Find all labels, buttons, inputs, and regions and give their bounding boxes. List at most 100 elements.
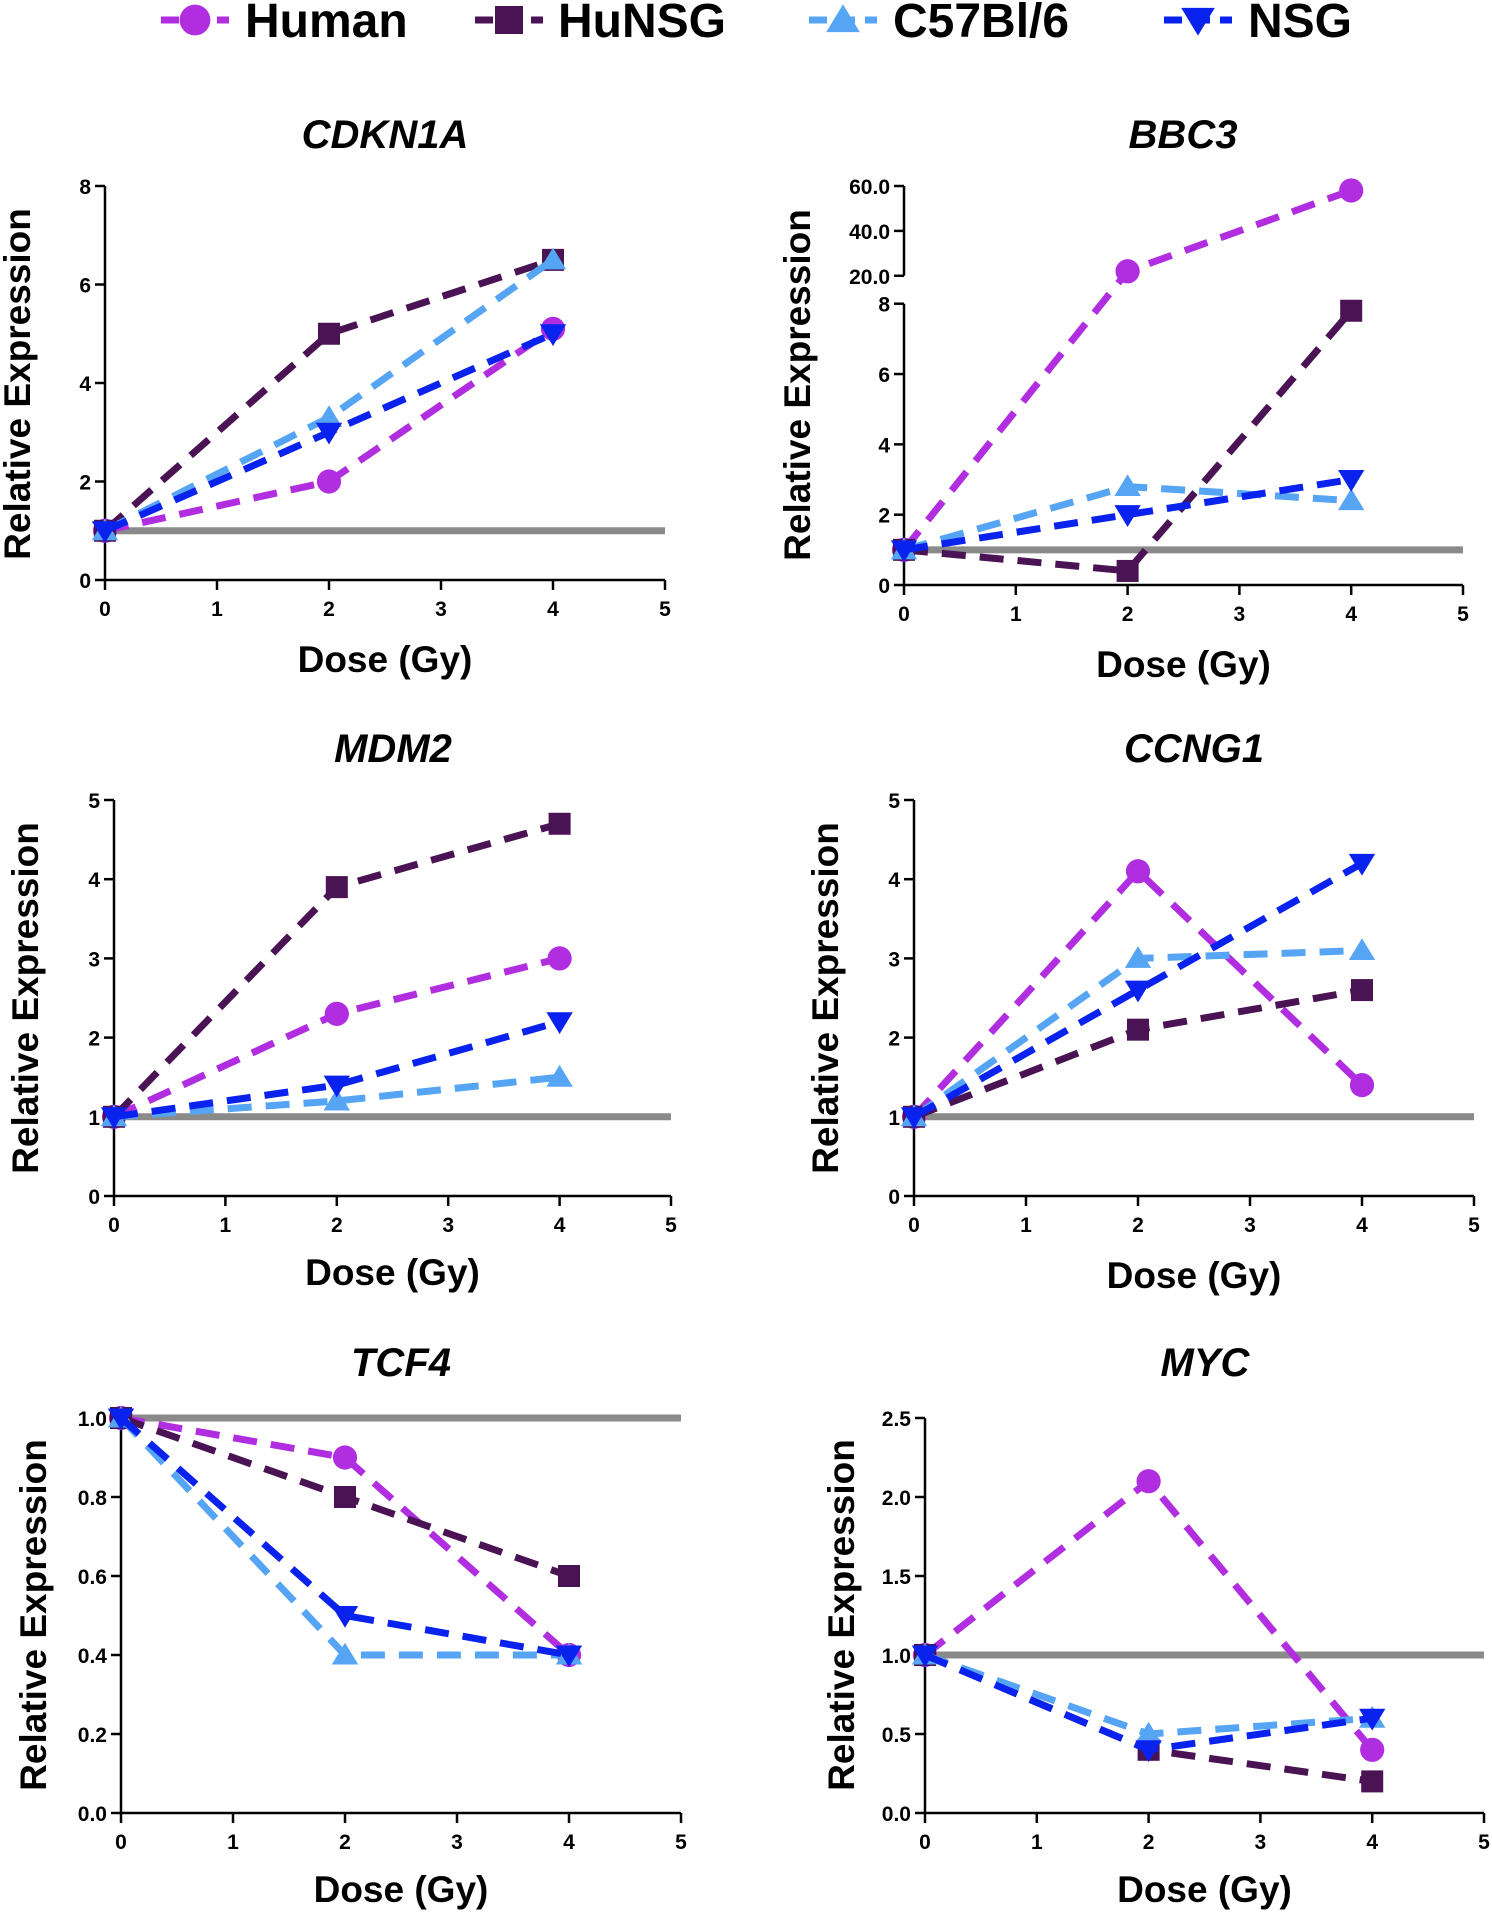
panel-ccng1-xtick-label-2: 2 <box>1132 1214 1144 1237</box>
panel-bbc3-y-label: Relative Expression <box>777 209 818 561</box>
panel-myc-ytick-label-4: 2.0 <box>882 1487 911 1510</box>
panel-bbc3-ytick-label-lower-3: 6 <box>878 364 890 387</box>
panel-ccng1-series-c57bl-6 <box>900 938 1376 1127</box>
panel-bbc3: 0 2 4 6 8 20.0 40.0 60.0 0 1 2 3 4 5 BBC3 Dose (Gy) Rela… <box>777 113 1469 685</box>
panel-tcf4-point-human-2 <box>332 1445 358 1470</box>
panel-tcf4-point-nsg-0 <box>107 1408 135 1431</box>
panel-tcf4-xtick-label-0: 0 <box>115 1831 127 1854</box>
panel-ccng1-xtick-label-1: 1 <box>1020 1214 1032 1237</box>
panel-tcf4-ytick-label-3: 0.6 <box>78 1566 107 1589</box>
panel-tcf4-title: TCF4 <box>351 1341 451 1385</box>
panel-ccng1-point-nsg-4 <box>1348 853 1376 876</box>
legend-marker-hunsg <box>495 6 523 34</box>
panel-myc-point-human-2 <box>1136 1469 1161 1494</box>
panel-ccng1-point-hunsg-2 <box>1127 1018 1149 1041</box>
panel-myc-line-hunsg <box>923 1651 1373 1785</box>
panel-myc: 0.0 0.5 1.0 1.5 2.0 2.5 0 1 2 3 4 5 MYC Dose (Gy) Rela… <box>821 1341 1490 1910</box>
panel-tcf4-series-human <box>108 1405 582 1668</box>
panel-cdkn1a-point-nsg-2 <box>315 422 343 445</box>
panel-ccng1-point-c57bl-6-2 <box>1124 946 1152 968</box>
legend-entry-human: Human <box>161 0 408 48</box>
panel-bbc3-point-human-4 <box>1339 178 1364 203</box>
panel-mdm2-ytick-label-1: 1 <box>88 1107 100 1130</box>
panel-mdm2-ytick-label-0: 0 <box>88 1186 100 1209</box>
panel-tcf4-xtick-label-3: 3 <box>451 1831 463 1854</box>
legend-marker-nsg <box>1181 7 1215 36</box>
panel-myc-xtick-label-0: 0 <box>919 1831 931 1854</box>
panel-ccng1-ytick-label-3: 3 <box>888 948 900 971</box>
panel-ccng1: 0 1 2 3 4 5 0 1 2 3 4 5 CCNG1 Dose (Gy) Relative Expre… <box>805 727 1480 1296</box>
panel-tcf4: 0.0 0.2 0.4 0.6 0.8 1.0 0 1 2 3 4 5 TCF4 Dose (Gy) Rel… <box>13 1341 687 1910</box>
panel-mdm2: 0 1 2 3 4 5 0 1 2 3 4 5 MDM2 Dose (Gy) Relative Expres… <box>5 727 677 1293</box>
panel-bbc3-ytick-label-lower-1: 2 <box>878 505 890 528</box>
panel-myc-y-label: Relative Expression <box>821 1439 862 1791</box>
panel-tcf4-xtick-label-1: 1 <box>227 1831 239 1854</box>
panel-cdkn1a-xtick-label-4: 4 <box>547 598 559 621</box>
panel-bbc3-ytick-label-upper-0: 20.0 <box>849 266 890 289</box>
panel-mdm2-point-nsg-4 <box>546 1012 573 1035</box>
panel-cdkn1a-series-c57bl-6 <box>91 247 567 541</box>
legend: Human HuNSG C57Bl/6 NSG <box>161 0 1352 48</box>
panel-bbc3-xtick-label-1: 1 <box>1010 603 1022 626</box>
panel-cdkn1a-ytick-label-3: 6 <box>79 275 91 298</box>
panel-myc-title: MYC <box>1161 1341 1251 1385</box>
panel-tcf4-ytick-label-5: 1.0 <box>78 1408 107 1431</box>
panel-bbc3-ytick-label-upper-2: 60.0 <box>849 176 890 199</box>
panel-ccng1-title: CCNG1 <box>1124 727 1264 771</box>
panel-tcf4-point-hunsg-4 <box>558 1565 580 1587</box>
panel-bbc3-xtick-label-2: 2 <box>1122 603 1134 626</box>
panel-myc-ytick-label-1: 0.5 <box>882 1724 912 1747</box>
panel-bbc3-line-hunsg <box>903 308 1354 575</box>
panel-ccng1-point-nsg-0 <box>900 1107 928 1130</box>
panel-ccng1-point-hunsg-4 <box>1351 979 1373 1002</box>
panel-cdkn1a-ytick-label-0: 0 <box>79 570 91 593</box>
panel-cdkn1a-ytick-label-2: 4 <box>79 373 91 396</box>
panel-bbc3-xtick-label-3: 3 <box>1234 603 1246 626</box>
panel-bbc3-point-c57bl-6-2 <box>1114 474 1141 497</box>
panel-mdm2-point-human-4 <box>547 946 572 971</box>
panel-ccng1-line-human <box>911 866 1365 1120</box>
panel-myc-xtick-label-4: 4 <box>1366 1831 1378 1854</box>
legend-label-nsg: NSG <box>1248 0 1352 48</box>
panel-myc-xtick-label-3: 3 <box>1255 1831 1267 1854</box>
panel-cdkn1a-point-c57bl-6-2 <box>315 405 343 427</box>
panel-mdm2-xtick-label-3: 3 <box>442 1214 454 1237</box>
panel-cdkn1a-xtick-label-3: 3 <box>435 598 447 621</box>
panel-myc-line-human <box>922 1476 1375 1753</box>
panel-mdm2-y-label: Relative Expression <box>5 822 46 1174</box>
panel-myc-point-c57bl-6-2 <box>1135 1721 1162 1744</box>
panel-bbc3-title: BBC3 <box>1129 113 1238 157</box>
panel-bbc3-ytick-label-lower-4: 8 <box>878 294 890 317</box>
panel-ccng1-ytick-label-1: 1 <box>888 1107 900 1130</box>
panel-mdm2-point-hunsg-4 <box>548 812 571 835</box>
panel-bbc3-xtick-label-5: 5 <box>1457 603 1469 626</box>
panel-ccng1-xtick-label-3: 3 <box>1244 1214 1256 1237</box>
panel-bbc3-ytick-label-upper-1: 40.0 <box>849 221 890 244</box>
panel-mdm2-point-human-2 <box>324 1001 349 1026</box>
panel-tcf4-line-nsg <box>118 1415 570 1659</box>
panel-cdkn1a-xtick-label-1: 1 <box>211 598 223 621</box>
panel-ccng1-point-nsg-2 <box>1124 980 1152 1003</box>
panel-cdkn1a-series-hunsg <box>94 248 564 542</box>
panel-tcf4-x-label: Dose (Gy) <box>314 1869 489 1910</box>
legend-entry-nsg: NSG <box>1164 0 1352 48</box>
panel-mdm2-x-label: Dose (Gy) <box>305 1252 480 1293</box>
panel-myc-series-hunsg <box>914 1644 1384 1793</box>
panel-ccng1-ytick-label-0: 0 <box>888 1186 900 1209</box>
panel-mdm2-point-c57bl-6-4 <box>546 1064 573 1087</box>
panel-ccng1-xtick-label-4: 4 <box>1356 1214 1368 1237</box>
panel-ccng1-point-c57bl-6-4 <box>1348 938 1376 960</box>
panel-mdm2-xtick-label-5: 5 <box>665 1214 677 1237</box>
panel-bbc3-point-hunsg-2 <box>1116 559 1139 582</box>
panel-ccng1-point-human-2 <box>1125 859 1151 884</box>
panel-bbc3-xtick-label-4: 4 <box>1345 603 1357 626</box>
panel-tcf4-xtick-label-5: 5 <box>675 1831 687 1854</box>
panel-ccng1-point-human-4 <box>1349 1073 1375 1098</box>
panel-ccng1-y-label: Relative Expression <box>805 822 846 1174</box>
panel-mdm2-ytick-label-4: 4 <box>88 869 100 892</box>
legend-label-hunsg: HuNSG <box>558 0 726 48</box>
panel-cdkn1a: 0 2 4 6 8 0 1 2 3 4 5 CDKN1A Dose (Gy) Relative Expre… <box>0 113 671 680</box>
panel-myc-series-nsg <box>911 1645 1386 1763</box>
panel-myc-xtick-label-1: 1 <box>1031 1831 1043 1854</box>
